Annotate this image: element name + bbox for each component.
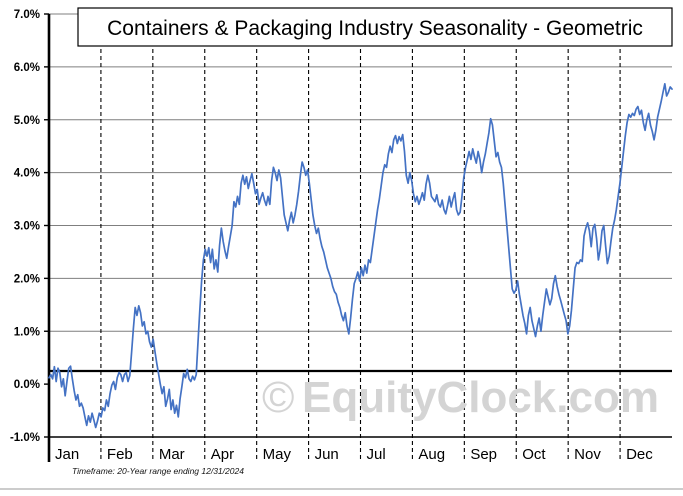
x-axis-label-apr: Apr bbox=[211, 446, 234, 463]
watermark-label: EquityClock.com bbox=[302, 373, 659, 422]
x-axis-label-jul: Jul bbox=[367, 446, 386, 463]
y-axis-label: 5.0% bbox=[14, 115, 40, 127]
y-axis-label: 1.0% bbox=[14, 326, 40, 338]
x-axis-label-nov: Nov bbox=[574, 446, 601, 463]
month-dividers-group bbox=[100, 14, 621, 462]
watermark: © EquityClock.com bbox=[262, 373, 659, 422]
x-axis-label-may: May bbox=[263, 446, 292, 463]
x-axis-label-aug: Aug bbox=[418, 446, 445, 463]
x-axis-label-oct: Oct bbox=[522, 446, 546, 463]
copyright-icon: © bbox=[262, 373, 294, 422]
x-axis-label-jan: Jan bbox=[55, 446, 79, 463]
x-axis-label-dec: Dec bbox=[626, 446, 653, 463]
y-axis-label: 0.0% bbox=[14, 379, 40, 391]
timeframe-footnote: Timeframe: 20-Year range ending 12/31/20… bbox=[72, 466, 244, 476]
y-axis-label: -1.0% bbox=[10, 432, 40, 444]
data-series-group bbox=[48, 82, 673, 429]
axes-group bbox=[0, 14, 683, 490]
x-axis-label-feb: Feb bbox=[107, 446, 133, 463]
y-axis-ticks-group: 7.0% 6.0% 5.0% 4.0% 3.0% 2.0% 1.0% 0.0% -1.0% bbox=[10, 9, 49, 444]
seasonality-line bbox=[48, 82, 673, 429]
x-axis-labels-group: Jan Feb Mar Apr May Jun Jul Aug Sep Oct Nov Dec bbox=[55, 446, 653, 463]
y-axis-label: 7.0% bbox=[14, 9, 40, 21]
chart-title-box: Containers & Packaging Industry Seasonal… bbox=[77, 7, 673, 47]
y-axis-label: 4.0% bbox=[14, 168, 40, 180]
x-axis-label-mar: Mar bbox=[159, 446, 185, 463]
x-axis-label-sep: Sep bbox=[470, 446, 497, 463]
y-axis-label: 6.0% bbox=[14, 62, 40, 74]
title-box-frame bbox=[77, 7, 673, 47]
page-title: Containers & Packaging Industry Seasonal… bbox=[107, 17, 643, 40]
y-axis-label: 3.0% bbox=[14, 221, 40, 233]
y-axis-label: 2.0% bbox=[14, 273, 40, 285]
x-axis-label-jun: Jun bbox=[315, 446, 339, 463]
